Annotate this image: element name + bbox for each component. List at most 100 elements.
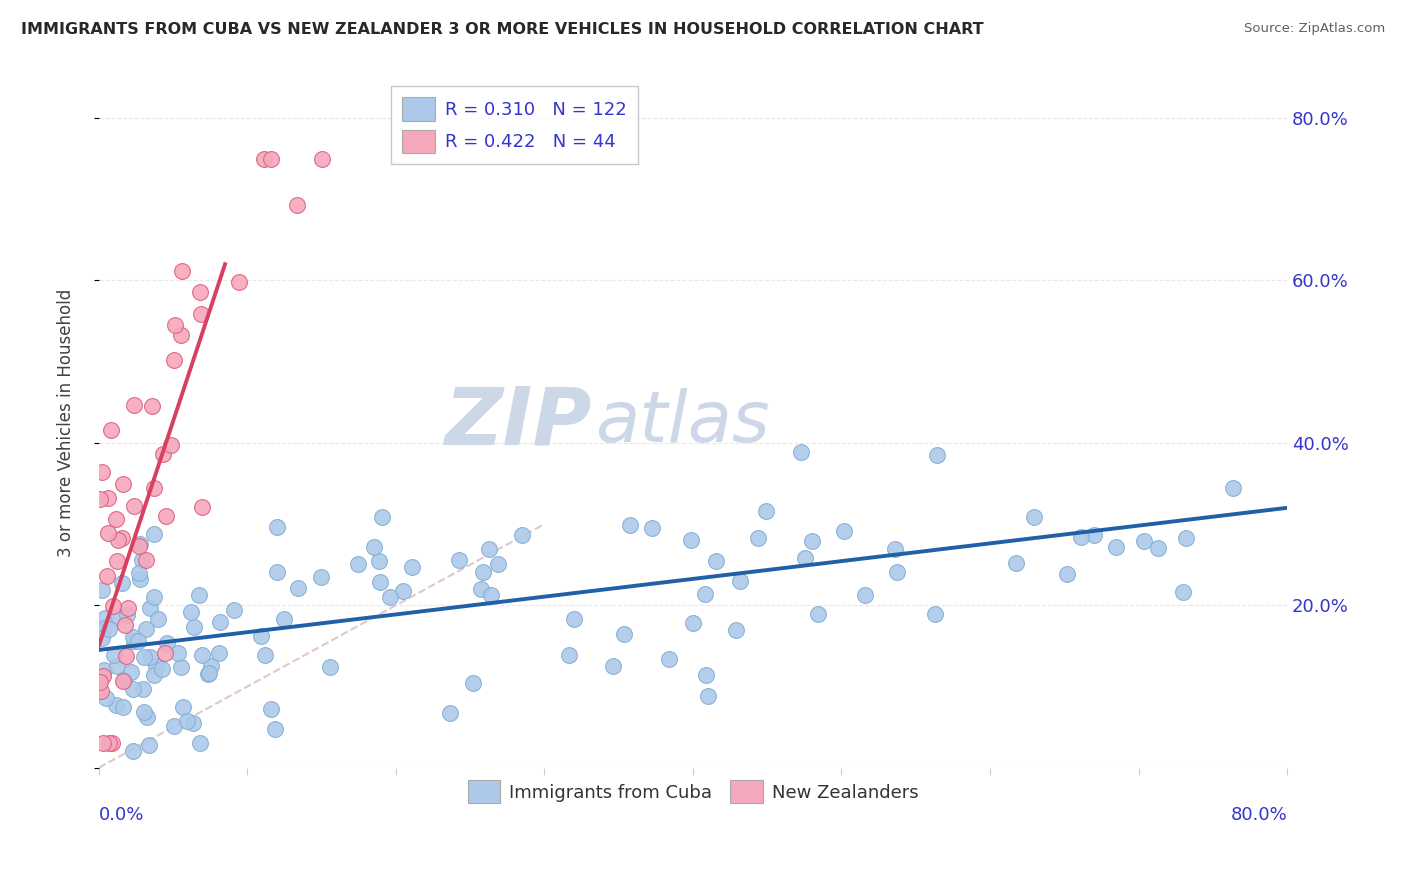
Point bbox=[155, 646, 177, 660]
Point bbox=[197, 667, 219, 681]
Point bbox=[98, 622, 121, 636]
Point bbox=[347, 557, 370, 571]
Point bbox=[728, 574, 751, 588]
Point bbox=[602, 659, 624, 673]
Point bbox=[94, 690, 117, 705]
Point bbox=[90, 683, 112, 698]
Point bbox=[170, 264, 193, 278]
Point bbox=[142, 590, 165, 604]
Point bbox=[228, 275, 250, 289]
Point bbox=[1171, 585, 1194, 599]
Point bbox=[266, 565, 288, 579]
Point bbox=[90, 582, 112, 597]
Point bbox=[1070, 530, 1092, 544]
Point bbox=[122, 398, 145, 412]
Point bbox=[790, 445, 813, 459]
Point bbox=[162, 719, 184, 733]
Point bbox=[93, 663, 115, 677]
Point bbox=[266, 520, 288, 534]
Point bbox=[558, 648, 581, 663]
Point bbox=[105, 659, 128, 673]
Point bbox=[124, 500, 146, 514]
Point bbox=[128, 566, 150, 580]
Point bbox=[197, 666, 219, 681]
Point bbox=[89, 675, 111, 690]
Point bbox=[97, 491, 120, 505]
Point bbox=[90, 631, 112, 645]
Point bbox=[107, 609, 129, 624]
Point bbox=[93, 621, 115, 635]
Point bbox=[260, 702, 283, 716]
Point bbox=[479, 588, 502, 602]
Point bbox=[260, 152, 283, 166]
Point bbox=[132, 682, 155, 697]
Point bbox=[461, 676, 484, 690]
Point bbox=[191, 648, 214, 663]
Point bbox=[139, 601, 162, 615]
Text: atlas: atlas bbox=[596, 388, 770, 457]
Point bbox=[89, 492, 111, 507]
Point bbox=[562, 612, 585, 626]
Point bbox=[128, 539, 150, 553]
Point bbox=[155, 508, 177, 523]
Point bbox=[200, 659, 222, 673]
Point bbox=[793, 550, 815, 565]
Point bbox=[152, 447, 174, 461]
Point bbox=[287, 581, 309, 595]
Point bbox=[188, 588, 211, 602]
Point bbox=[447, 553, 470, 567]
Point bbox=[138, 738, 160, 752]
Point bbox=[1083, 528, 1105, 542]
Point bbox=[886, 565, 908, 579]
Point bbox=[1146, 541, 1168, 555]
Point bbox=[478, 541, 501, 556]
Point bbox=[111, 576, 134, 591]
Point bbox=[131, 553, 153, 567]
Point bbox=[724, 623, 747, 637]
Text: 80.0%: 80.0% bbox=[1230, 805, 1286, 823]
Point bbox=[253, 152, 276, 166]
Point bbox=[183, 619, 205, 633]
Point bbox=[641, 521, 664, 535]
Point bbox=[105, 512, 128, 526]
Point bbox=[107, 533, 129, 548]
Point bbox=[924, 607, 946, 621]
Point bbox=[100, 423, 122, 437]
Point bbox=[208, 646, 231, 660]
Point bbox=[181, 715, 204, 730]
Point bbox=[439, 706, 461, 720]
Point bbox=[97, 736, 120, 750]
Point bbox=[142, 668, 165, 682]
Point bbox=[834, 524, 856, 538]
Point bbox=[658, 652, 681, 666]
Point bbox=[755, 504, 778, 518]
Point bbox=[91, 669, 114, 683]
Point bbox=[401, 559, 423, 574]
Text: 0.0%: 0.0% bbox=[98, 805, 145, 823]
Point bbox=[139, 649, 162, 664]
Point bbox=[853, 588, 876, 602]
Point bbox=[114, 617, 136, 632]
Point bbox=[97, 526, 120, 541]
Point bbox=[883, 541, 905, 556]
Point bbox=[101, 599, 124, 614]
Point bbox=[172, 699, 194, 714]
Point bbox=[1104, 540, 1126, 554]
Point bbox=[190, 285, 212, 300]
Point bbox=[470, 582, 492, 596]
Point bbox=[165, 318, 187, 333]
Point bbox=[163, 353, 186, 368]
Point bbox=[115, 648, 138, 663]
Point bbox=[1056, 566, 1078, 581]
Point bbox=[128, 573, 150, 587]
Point bbox=[1133, 534, 1156, 549]
Point bbox=[101, 736, 124, 750]
Point bbox=[363, 540, 385, 554]
Point bbox=[613, 627, 636, 641]
Point bbox=[311, 152, 333, 166]
Point bbox=[91, 736, 114, 750]
Point bbox=[122, 630, 145, 644]
Point bbox=[104, 698, 127, 713]
Point bbox=[311, 570, 333, 584]
Text: IMMIGRANTS FROM CUBA VS NEW ZEALANDER 3 OR MORE VEHICLES IN HOUSEHOLD CORRELATIO: IMMIGRANTS FROM CUBA VS NEW ZEALANDER 3 … bbox=[21, 22, 984, 37]
